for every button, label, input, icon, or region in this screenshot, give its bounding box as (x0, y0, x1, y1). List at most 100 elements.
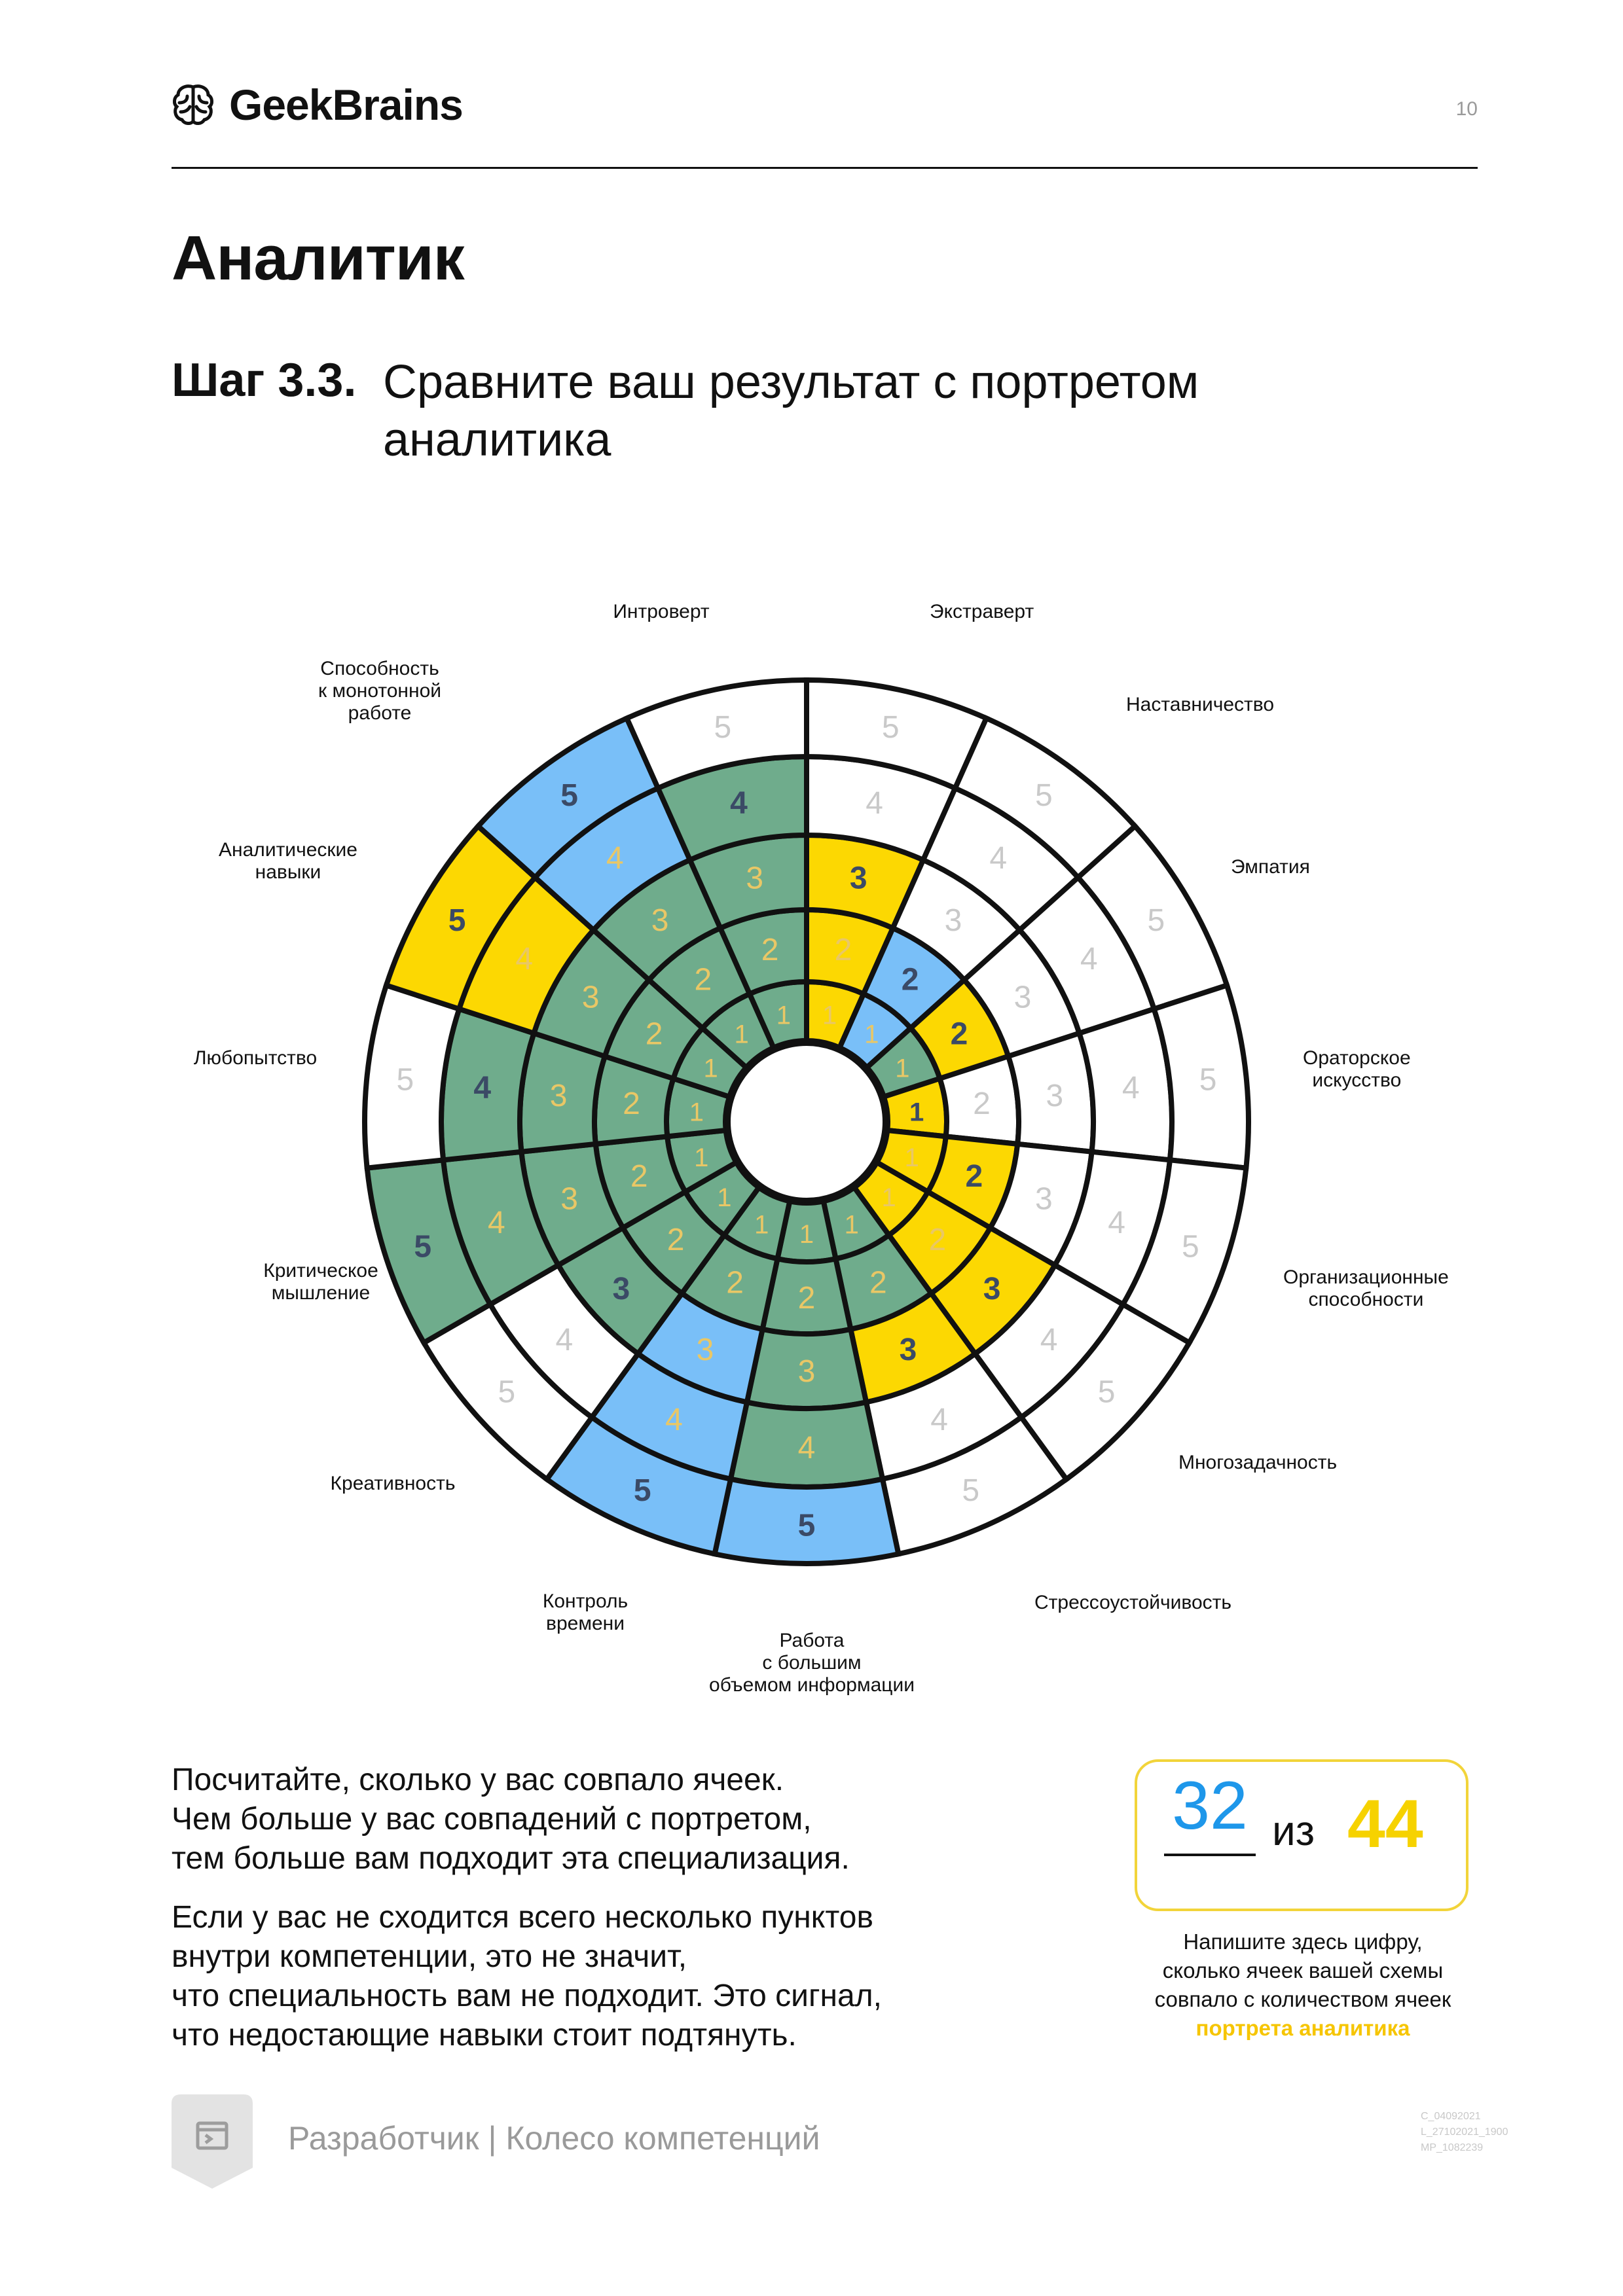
text-line: Если у вас не сходится всего несколько п… (172, 1900, 873, 1935)
cell-number: 2 (902, 962, 919, 997)
cell-number: 2 (667, 1223, 685, 1257)
brand-logo: GeekBrains (172, 80, 464, 130)
cell-number: 2 (965, 1159, 983, 1194)
cell-number: 5 (798, 1509, 816, 1543)
cell-number: 1 (735, 1020, 749, 1049)
segment-label: Критическое мышление (263, 1260, 378, 1304)
cell-number: 4 (488, 1206, 505, 1240)
score-underline (1164, 1854, 1256, 1856)
cell-number: 3 (560, 1182, 578, 1217)
step-label: Шаг 3.3. (172, 354, 357, 406)
cell-number: 5 (448, 903, 466, 938)
terminal-icon (196, 2121, 228, 2150)
cell-number: 1 (776, 1001, 791, 1030)
cell-number: 3 (1046, 1079, 1064, 1113)
segment-label: Стрессоустойчивость (1034, 1592, 1232, 1613)
brand-name: GeekBrains (229, 81, 464, 129)
cell-number: 2 (951, 1017, 968, 1052)
cell-number: 2 (869, 1266, 887, 1300)
cell-number: 2 (835, 933, 852, 967)
cell-number: 4 (798, 1431, 816, 1465)
score-note: Напишите здесь цифру, сколько ячеек ваше… (1113, 1928, 1493, 2043)
cell-number: 5 (1098, 1375, 1116, 1410)
cell-number: 2 (695, 962, 712, 997)
score-box (1135, 1759, 1468, 1911)
cell-number: 3 (1035, 1182, 1053, 1217)
cell-number: 3 (900, 1333, 917, 1367)
page-title: Аналитик (172, 223, 465, 293)
cell-number: 2 (761, 933, 779, 967)
note-line: Напишите здесь цифру, (1183, 1929, 1423, 1954)
note-paragraph: Если у вас не сходится всего несколько п… (172, 1898, 882, 2055)
cell-number: 5 (1035, 778, 1053, 813)
cell-number: 5 (414, 1230, 431, 1265)
cell-number: 4 (556, 1323, 574, 1357)
segment-label: Наставничество (1126, 694, 1275, 715)
cell-number: 4 (1080, 942, 1098, 977)
text-line: внутри компетенции, это не значит, (172, 1939, 687, 1974)
wheel-cell[interactable] (623, 677, 809, 792)
segment-label: Креативность (330, 1473, 456, 1494)
text-line: Посчитайте, сколько у вас совпало ячеек. (172, 1763, 784, 1797)
cell-number: 5 (397, 1063, 414, 1098)
text-line: что недостающие навыки стоит подтянуть. (172, 2018, 797, 2053)
cell-number: 2 (623, 1086, 640, 1121)
cell-number: 1 (822, 1001, 837, 1030)
code-line: L_27102021_1900 (1421, 2126, 1508, 2138)
cell-number: 1 (689, 1098, 704, 1126)
cell-number: 1 (845, 1210, 859, 1239)
cell-number: 2 (630, 1159, 648, 1194)
cell-number: 1 (881, 1183, 896, 1212)
cell-number: 1 (909, 1098, 924, 1126)
cell-number: 2 (973, 1086, 991, 1121)
cell-number: 3 (651, 903, 669, 938)
cell-number: 1 (717, 1183, 731, 1212)
cell-number: 3 (746, 861, 763, 895)
step-text: Сравните ваш результат с портретом анали… (383, 356, 1199, 466)
footer-codes: C_04092021 L_27102021_1900 MP_1082239 (1421, 2109, 1508, 2156)
cell-number: 4 (665, 1403, 683, 1437)
segment-label: Многозадачность (1178, 1452, 1338, 1473)
segment-label: Эмпатия (1231, 856, 1310, 878)
cell-number: 4 (515, 942, 533, 977)
cell-number: 4 (1122, 1071, 1140, 1105)
cell-number: 3 (613, 1272, 630, 1306)
score-value[interactable]: 32 (1172, 1768, 1248, 1844)
cell-number: 3 (697, 1333, 714, 1367)
cell-number: 2 (798, 1281, 816, 1316)
segment-label: Аналитические навыки (219, 839, 357, 883)
note-line: сколько ячеек вашей схемы (1162, 1958, 1444, 1982)
header-divider (172, 167, 1478, 169)
text-line: тем больше вам подходит эта специализаци… (172, 1841, 850, 1876)
text-line: Чем больше у вас совпадений с портретом, (172, 1802, 812, 1837)
cell-number: 5 (1199, 1063, 1217, 1098)
cell-number: 4 (989, 841, 1007, 876)
cell-number: 4 (473, 1071, 491, 1105)
cell-number: 1 (799, 1220, 814, 1249)
cell-number: 1 (704, 1054, 718, 1083)
cell-number: 4 (1108, 1206, 1125, 1240)
text-line: что специальность вам не подходит. Это с… (172, 1979, 882, 2013)
cell-number: 5 (882, 710, 900, 745)
score-of: из (1272, 1807, 1315, 1854)
cell-number: 4 (930, 1403, 948, 1437)
cell-number: 5 (714, 710, 731, 745)
footer-badge (172, 2094, 253, 2189)
cell-number: 5 (1148, 903, 1165, 938)
wheel-segment: 1 2 3 4 5 (362, 982, 733, 1171)
cell-number: 2 (726, 1266, 744, 1300)
cell-number: 5 (560, 778, 578, 813)
cell-number: 5 (634, 1473, 651, 1508)
cell-number: 1 (895, 1054, 909, 1083)
segment-label: Работа с большим объемом информации (709, 1630, 915, 1696)
cell-number: 4 (606, 841, 624, 876)
segment-label: Способность к монотонной работе (318, 658, 442, 724)
cell-number: 3 (550, 1079, 568, 1113)
cell-number: 1 (754, 1210, 769, 1239)
cell-number: 2 (646, 1017, 663, 1052)
